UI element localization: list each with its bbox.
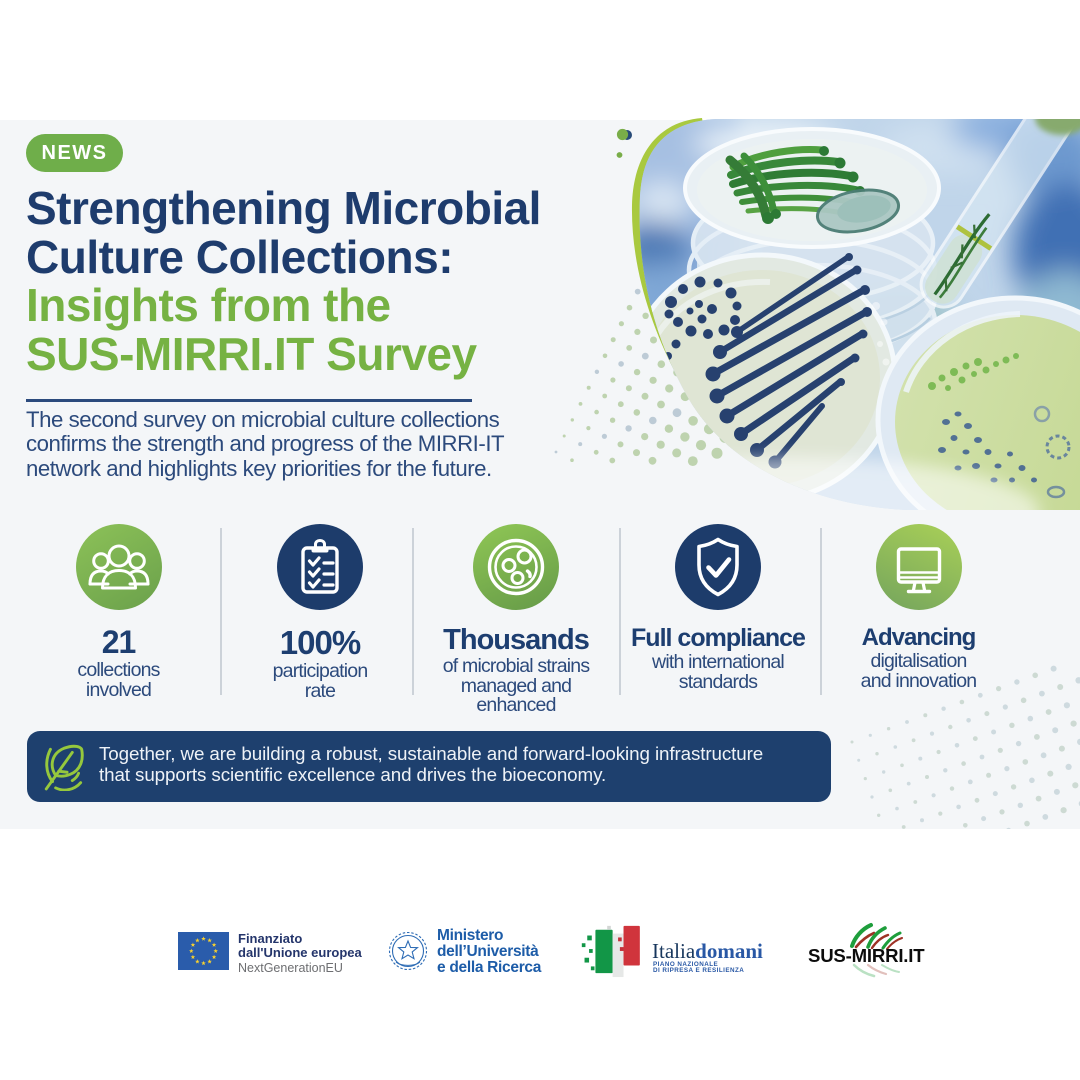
svg-text:SUS-MIRRI.IT: SUS-MIRRI.IT xyxy=(808,945,925,966)
